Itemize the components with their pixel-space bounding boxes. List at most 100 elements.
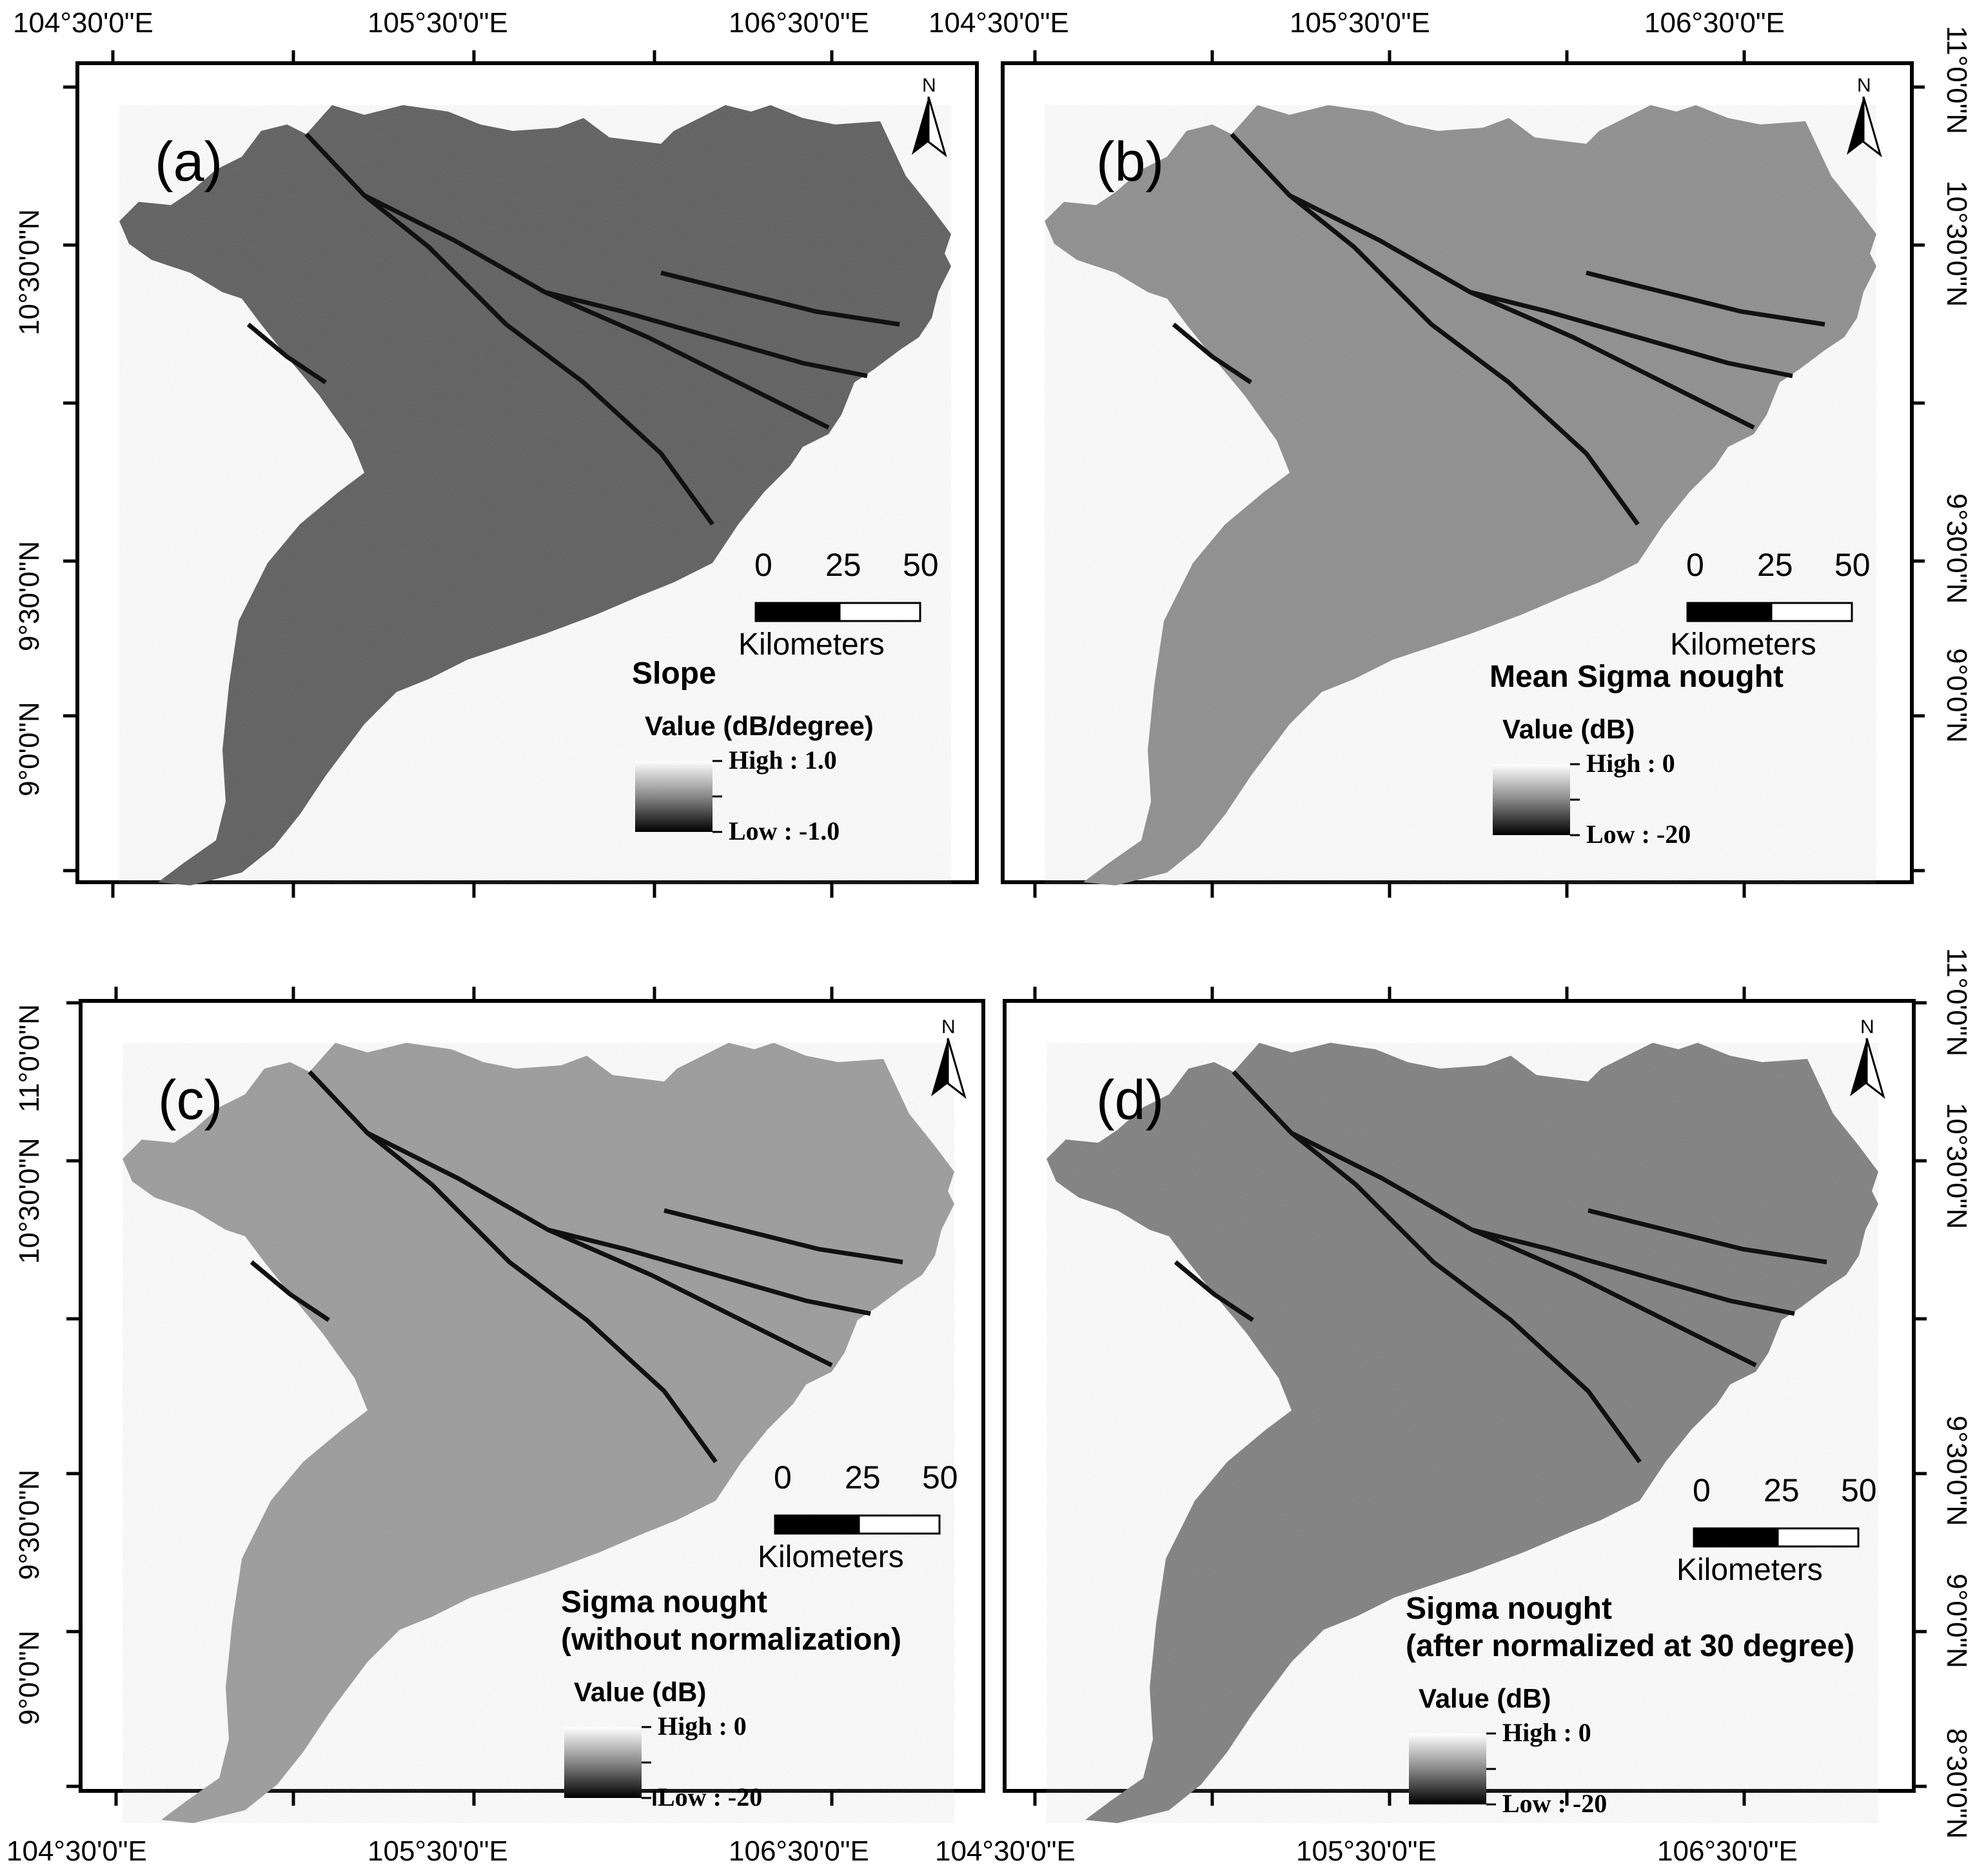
scale-segment-light xyxy=(1776,1527,1860,1548)
scale-number: 25 xyxy=(1764,1472,1800,1508)
lat-label: 9°30'0"N xyxy=(14,541,45,651)
river-line xyxy=(1586,270,1825,327)
scale-segment-light xyxy=(838,602,921,622)
lon-label: 104°30'0"E xyxy=(929,7,1069,39)
lat-label: 11°0'0"N xyxy=(14,1004,45,1112)
lat-label: 9°30'0"N xyxy=(1941,1416,1972,1526)
north-arrow-icon: N xyxy=(931,1016,967,1099)
river-line xyxy=(660,270,900,327)
north-arrow-icon: N xyxy=(1847,75,1882,157)
river-line xyxy=(1172,322,1252,384)
scale-number: 25 xyxy=(1757,547,1793,583)
scale-number: 25 xyxy=(845,1459,881,1496)
legend-high: High : 0 xyxy=(1502,1718,1591,1747)
lat-label: 10°30'0"N xyxy=(1941,181,1972,307)
legend: Mean Sigma nought Value (dB) High : 0 Low :… xyxy=(1490,660,1784,849)
lat-label: 10°30'0"N xyxy=(1941,1103,1972,1229)
scale-unit: Kilometers xyxy=(1670,627,1816,662)
scale-unit: Kilometers xyxy=(1676,1553,1823,1587)
lon-label: 106°30'0"E xyxy=(1657,1835,1798,1867)
lon-label: 105°30'0"E xyxy=(368,1835,508,1867)
river-line xyxy=(366,1131,833,1368)
lat-label: 9°30'0"N xyxy=(14,1470,45,1580)
lon-label: 105°30'0"E xyxy=(1290,7,1430,39)
scale-bar: 0 25 50 Kilometers xyxy=(1670,547,1871,662)
legend-ramp xyxy=(635,761,713,832)
scale-number: 50 xyxy=(922,1459,958,1496)
legend-ramp xyxy=(1409,1733,1486,1804)
river-line xyxy=(1588,1208,1827,1265)
river-line xyxy=(547,1227,871,1316)
legend: Sigma nought (without normalization) Value… xyxy=(561,1585,901,1812)
lon-label: 106°30'0"E xyxy=(729,1835,869,1867)
legend-low: Low : -20 xyxy=(1586,820,1691,849)
scale-segment-light xyxy=(1770,602,1853,622)
scale-unit: Kilometers xyxy=(758,1540,904,1574)
north-label: N xyxy=(1857,75,1871,96)
legend-title: Slope xyxy=(632,657,716,691)
lat-label: 10°30'0"N xyxy=(14,209,45,335)
ticks xyxy=(63,50,1927,1806)
scale-number: 50 xyxy=(1841,1472,1877,1508)
legend: Slope Value (dB/degree) High : 1.0 Low : -1… xyxy=(632,657,874,845)
legend-high: High : 1.0 xyxy=(729,745,837,775)
north-arrow-icon: N xyxy=(912,75,947,157)
lat-label: 11°0'0"N xyxy=(1941,948,1972,1056)
scale-bar: 0 25 50 Kilometers xyxy=(758,1459,958,1574)
scale-number: 0 xyxy=(774,1459,792,1496)
panel-d-map xyxy=(1047,1043,1878,1823)
north-label: N xyxy=(941,1016,956,1038)
scale-unit: Kilometers xyxy=(738,627,885,662)
lat-label: 9°0'0"N xyxy=(14,1630,45,1725)
legend-low: Low : -1.0 xyxy=(729,816,840,845)
river-line xyxy=(1288,193,1755,430)
scale-number: 50 xyxy=(1834,547,1871,583)
legend-value-label: Value (dB) xyxy=(1502,714,1635,744)
legend-title: Mean Sigma nought xyxy=(1490,660,1784,694)
legend-low: Low : -20 xyxy=(1502,1789,1607,1818)
lon-label: 105°30'0"E xyxy=(368,7,508,39)
panel-label: (b) xyxy=(1096,131,1164,193)
lat-label: 9°0'0"N xyxy=(14,702,45,796)
river-line xyxy=(544,290,868,379)
river-line xyxy=(363,193,830,430)
lon-label: 106°30'0"E xyxy=(729,7,869,39)
panel-label: (c) xyxy=(158,1069,222,1131)
lon-label: 104°30'0"E xyxy=(6,1835,147,1867)
lat-label: 9°0'0"N xyxy=(1941,648,1972,743)
legend-value-label: Value (dB) xyxy=(574,1677,706,1707)
panel-label: (d) xyxy=(1096,1069,1164,1131)
scale-number: 0 xyxy=(1686,547,1704,583)
scale-number: 0 xyxy=(1693,1472,1711,1508)
legend-title: Sigma nought xyxy=(561,1585,767,1619)
panel-b-map xyxy=(1045,105,1876,885)
scale-segment-light xyxy=(858,1514,941,1535)
scale-bar: 0 25 50 Kilometers xyxy=(1676,1472,1877,1587)
scale-number: 0 xyxy=(754,547,772,583)
north-label: N xyxy=(1860,1016,1874,1038)
lon-label: 105°30'0"E xyxy=(1296,1835,1437,1867)
panel-label: (a) xyxy=(155,131,222,193)
lat-label: 9°0'0"N xyxy=(1941,1574,1972,1668)
river-line xyxy=(250,1260,330,1322)
river-line xyxy=(1174,1260,1254,1322)
river-line xyxy=(664,1208,903,1265)
lon-label: 104°30'0"E xyxy=(13,7,153,39)
river-line xyxy=(1471,1227,1795,1316)
river-line xyxy=(246,322,327,384)
scale-segment-dark xyxy=(774,1514,860,1535)
lat-label: 11°0'0"N xyxy=(1941,26,1972,134)
legend-subtitle: (without normalization) xyxy=(561,1623,901,1657)
legend-ramp xyxy=(564,1727,642,1798)
legend-high: High : 0 xyxy=(658,1712,747,1741)
lat-label: 10°30'0"N xyxy=(14,1138,45,1264)
panel-a-map xyxy=(119,105,951,885)
scale-number: 50 xyxy=(903,547,939,583)
scale-segment-dark xyxy=(1693,1527,1779,1548)
legend: Sigma nought(after normalized at 30 degr… xyxy=(1406,1592,1854,1818)
scale-bar: 0 25 50 Kilometers xyxy=(738,547,939,662)
lon-label: 106°30'0"E xyxy=(1644,7,1785,39)
lon-label: 104°30'0"E xyxy=(935,1835,1076,1867)
lat-label: 9°30'0"N xyxy=(1941,493,1972,604)
